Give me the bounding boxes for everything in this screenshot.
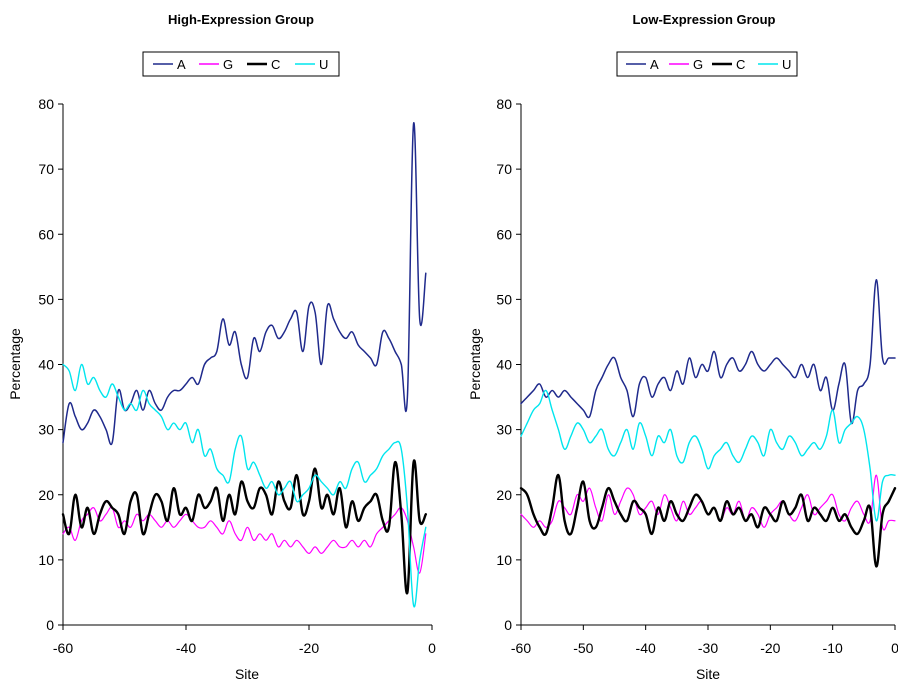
- chart-low-expression: Low-Expression Group A G C U 0 10 20 30 40 50 60 7…: [467, 12, 898, 680]
- series-line-g: [62, 506, 427, 574]
- y-tick-label: 50: [38, 291, 54, 307]
- x-tick-label: -40: [176, 640, 196, 656]
- x-tick-label: -40: [636, 640, 656, 656]
- y-tick-label: 10: [38, 552, 54, 568]
- legend-label-c: C: [271, 57, 280, 72]
- legend-label-g: G: [223, 57, 233, 72]
- x-axis-label: Site: [696, 666, 720, 680]
- y-tick-label: 40: [496, 357, 512, 373]
- y-tick-label: 80: [38, 96, 54, 112]
- x-tick-label: -50: [573, 640, 593, 656]
- y-axis-label: Percentage: [7, 328, 23, 400]
- y-tick-label: 10: [496, 552, 512, 568]
- legend-label-u: U: [782, 57, 791, 72]
- series-group: [61, 122, 427, 608]
- chart-title: Low-Expression Group: [632, 12, 775, 27]
- x-tick-label: -20: [760, 640, 780, 656]
- series-line-c: [61, 459, 427, 595]
- y-tick-label: 60: [38, 226, 54, 242]
- series-line-u: [62, 363, 427, 608]
- x-tick-label: -30: [698, 640, 718, 656]
- series-line-c: [519, 473, 897, 568]
- x-tick-label: -60: [53, 640, 73, 656]
- x-axis: -60 -40 -20 0: [53, 624, 436, 656]
- x-tick-label: 0: [891, 640, 898, 656]
- series-line-a: [520, 279, 896, 425]
- series-group: [519, 279, 897, 568]
- y-tick-label: 0: [46, 617, 54, 633]
- chart-title: High-Expression Group: [168, 12, 314, 27]
- y-axis: 0 10 20 30 40 50 60 70 80: [38, 96, 64, 633]
- y-tick-label: 80: [496, 96, 512, 112]
- x-tick-label: -10: [823, 640, 843, 656]
- y-axis: 0 10 20 30 40 50 60 70 80: [496, 96, 522, 633]
- y-tick-label: 60: [496, 226, 512, 242]
- y-tick-label: 0: [504, 617, 512, 633]
- y-tick-label: 40: [38, 357, 54, 373]
- x-axis-label: Site: [235, 666, 259, 680]
- chart-high-expression: High-Expression Group A G C U 0 10 20 30 40 50 60…: [7, 12, 436, 680]
- x-tick-label: 0: [428, 640, 436, 656]
- series-line-u: [520, 389, 896, 522]
- x-axis: -60 -50 -40 -30 -20 -10 0: [511, 624, 898, 656]
- y-tick-label: 70: [38, 161, 54, 177]
- x-tick-label: -60: [511, 640, 531, 656]
- y-tick-label: 20: [38, 487, 54, 503]
- legend-label-a: A: [650, 57, 659, 72]
- legend-label-c: C: [736, 57, 745, 72]
- legend-label-u: U: [319, 57, 328, 72]
- legend-label-g: G: [693, 57, 703, 72]
- x-tick-label: -20: [299, 640, 319, 656]
- y-tick-label: 30: [496, 422, 512, 438]
- y-axis-label: Percentage: [467, 328, 483, 400]
- y-tick-label: 20: [496, 487, 512, 503]
- legend-label-a: A: [177, 57, 186, 72]
- y-tick-label: 30: [38, 422, 54, 438]
- y-tick-label: 70: [496, 161, 512, 177]
- y-tick-label: 50: [496, 291, 512, 307]
